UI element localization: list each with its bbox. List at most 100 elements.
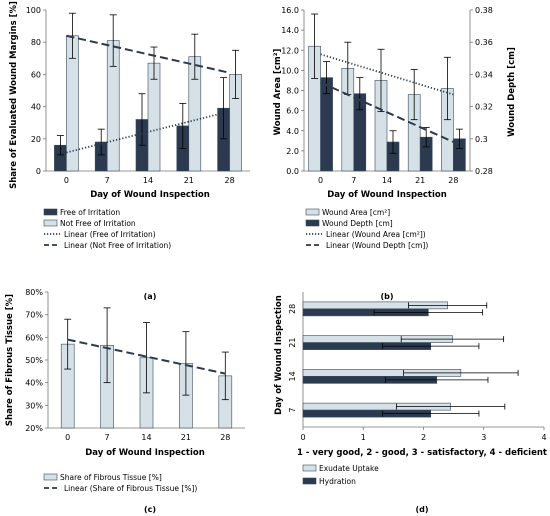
panel-b-y-right-tick-label: 0.28 <box>475 167 493 176</box>
panel-a-y-tick-label: 80 <box>31 38 41 47</box>
panel-c-legend-fibrous-swatch <box>43 473 58 481</box>
panel-b: 0 7 14 21 28 0.0 2.0 4.0 6.0 8.0 10.0 12.0 14.0 16.0… <box>273 6 517 301</box>
panel-a-x-tick-label: 14 <box>143 176 153 185</box>
panel-b-y-right-tick-label: 0.36 <box>475 38 493 47</box>
panel-c-y-axis-label: Share of Fibrous Tissue [%] <box>5 294 15 426</box>
panel-b-y-right-tick-label: 0.32 <box>475 103 493 112</box>
panel-a-trendline-dotted <box>66 110 230 154</box>
panel-b-x-axis-label: Day of Wound Inspection <box>327 190 447 200</box>
panel-c-x-tick-label: 21 <box>181 433 191 442</box>
panel-a-x-tick-label: 0 <box>64 176 69 185</box>
panel-d-x-tick-label: 0 <box>300 433 305 442</box>
panel-b-y-tick-label: 14.0 <box>281 26 299 35</box>
panel-b-bars <box>308 45 466 172</box>
panel-c-y-tick-label: 50% <box>25 356 43 365</box>
panel-c-y-tick-label: 40% <box>25 379 43 388</box>
panel-b-caption: (b) <box>380 292 393 301</box>
panel-c-y-ticks: 20% 30% 40% 50% 60% 70% 80% <box>25 288 48 433</box>
panel-c-caption: (c) <box>144 505 156 514</box>
panel-d-x-tick-label: 4 <box>541 433 546 442</box>
panel-d-legend-hydration-label: Hydration <box>319 477 356 486</box>
panel-a-legend-free-swatch <box>43 208 58 216</box>
panel-b-legend: Wound Area [cm²] Wound Depth [cm] Linear (… <box>305 208 428 250</box>
panel-c-trendlines <box>67 338 226 375</box>
panel-a-legend-free-label: Free of Irritation <box>60 208 120 217</box>
panel-c-x-tick-label: 14 <box>141 433 151 442</box>
panel-a-legend-linear-free-label: Linear (Free of Irritation) <box>64 230 156 239</box>
panel-a-legend-not-free-label: Not Free of Irritation <box>60 219 136 228</box>
panel-b-legend-area-swatch <box>305 208 320 216</box>
panel-b-x-tick-label: 0 <box>318 176 323 185</box>
panel-b-y-right-tick-label: 0.38 <box>475 6 493 15</box>
panel-b-y-right-ticks: 0.28 0.3 0.32 0.34 0.36 0.38 <box>470 6 493 176</box>
panel-b-y-tick-label: 12.0 <box>281 46 299 55</box>
panel-b-y-tick-label: 0.0 <box>286 167 299 176</box>
panel-d-bars <box>302 301 462 418</box>
panel-d-y-tick-label: 28 <box>288 304 297 314</box>
panel-a-legend: Free of Irritation Not Free of Irritation… <box>43 208 171 250</box>
panel-c-x-ticks: 0 7 14 21 28 <box>65 433 230 442</box>
panel-c-y-tick-label: 20% <box>25 424 43 433</box>
panel-b-y-ticks: 0.0 2.0 4.0 6.0 8.0 10.0 12.0 14.0 16.0 <box>281 6 304 176</box>
panel-a-y-tick-label: 20 <box>31 135 41 144</box>
panel-b-legend-depth-label: Wound Depth [cm] <box>322 219 393 228</box>
panel-d-y-tick-label: 14 <box>288 371 297 381</box>
panel-a-legend-not-free-swatch <box>43 219 58 227</box>
panel-d-y-tick-label: 7 <box>288 408 297 413</box>
panel-a-y-tick-label: 40 <box>31 103 41 112</box>
panel-a-x-tick-label: 7 <box>105 176 110 185</box>
panel-b-y-tick-label: 6.0 <box>286 107 299 116</box>
panel-b-trendline-dashed <box>320 81 454 143</box>
panel-b-legend-area-label: Wound Area [cm²] <box>322 208 390 217</box>
panel-b-legend-linear-area-label: Linear (Wound Area [cm²]) <box>326 230 426 239</box>
panel-a-trendlines <box>66 34 230 154</box>
panel-d-legend-exudate-label: Exudate Uptake <box>319 464 379 473</box>
panel-c: 0 7 14 21 28 20% 30% 40% 50% 60% 70% 80% Day of Wo… <box>5 288 245 514</box>
panel-d-legend-hydration-swatch <box>302 477 317 485</box>
panel-c-x-tick-label: 7 <box>105 433 110 442</box>
panel-d-x-ticks: 0 1 2 3 4 <box>300 427 547 442</box>
panel-b-x-tick-label: 21 <box>415 176 425 185</box>
panel-d-legend: Exudate Uptake Hydration <box>302 464 379 486</box>
panel-a-y-tick-label: 60 <box>31 70 41 79</box>
panel-b-legend-depth-swatch <box>305 219 320 227</box>
panel-c-y-tick-label: 60% <box>25 333 43 342</box>
panel-d-y-ticks: 7 14 21 28 <box>288 304 297 413</box>
panel-c-x-tick-label: 28 <box>220 433 230 442</box>
panel-b-legend-linear-depth-label: Linear (Wound Depth [cm]) <box>326 241 428 250</box>
panel-b-y-tick-label: 8.0 <box>286 87 299 96</box>
panel-d-x-tick-label: 1 <box>361 433 366 442</box>
panel-b-trendlines <box>320 53 454 143</box>
panel-d-x-tick-label: 3 <box>481 433 486 442</box>
panel-b-y-tick-label: 2.0 <box>286 147 299 156</box>
panel-c-y-tick-label: 70% <box>25 311 43 320</box>
panel-b-x-ticks: 0 7 14 21 28 <box>318 176 458 185</box>
panel-d-caption: (d) <box>415 505 428 514</box>
panel-a-legend-linear-not-free-label: Linear (Not Free of Irritation) <box>64 241 171 250</box>
panel-c-legend-fibrous-label: Share of Fibrous Tissue [%] <box>60 473 162 482</box>
panel-d-y-tick-label: 21 <box>288 338 297 348</box>
panel-c-y-tick-label: 30% <box>25 401 43 410</box>
panel-b-y-right-tick-label: 0.3 <box>475 135 488 144</box>
panel-b-y-tick-label: 16.0 <box>281 6 299 15</box>
panel-a-x-ticks: 0 7 14 21 28 <box>64 176 235 185</box>
panel-a-x-tick-label: 28 <box>225 176 235 185</box>
panel-b-x-tick-label: 14 <box>382 176 392 185</box>
panel-a-y-tick-label: 0 <box>36 167 41 176</box>
panel-b-y-tick-label: 4.0 <box>286 127 299 136</box>
panel-c-x-axis-label: Day of Wound Inspection <box>85 448 205 458</box>
panel-a-x-tick-label: 21 <box>184 176 194 185</box>
panel-d-x-axis-label: 1 - very good, 2 - good, 3 - satisfactor… <box>297 448 547 458</box>
panel-b-error-bars <box>311 13 463 154</box>
panel-b-trendline-dotted <box>320 53 454 96</box>
panel-d-error-bars <box>373 302 519 417</box>
panel-a: 0 7 14 21 28 0 20 40 60 80 100 Day of Wound Inspe… <box>9 1 250 301</box>
panel-d-legend-exudate-swatch <box>302 464 317 472</box>
panel-a-y-axis-label: Share of Evaluated Wound Margins [%] <box>9 1 19 189</box>
panel-b-y-right-axis-label: Wound Depth [cm] <box>507 47 517 137</box>
panel-c-x-tick-label: 0 <box>65 433 70 442</box>
panel-a-x-axis-label: Day of Wound Inspection <box>90 190 210 200</box>
panel-d: 0 1 2 3 4 7 14 21 28 1 - very good, 2 - good, 3… <box>274 292 547 514</box>
panel-b-x-tick-label: 7 <box>351 176 356 185</box>
